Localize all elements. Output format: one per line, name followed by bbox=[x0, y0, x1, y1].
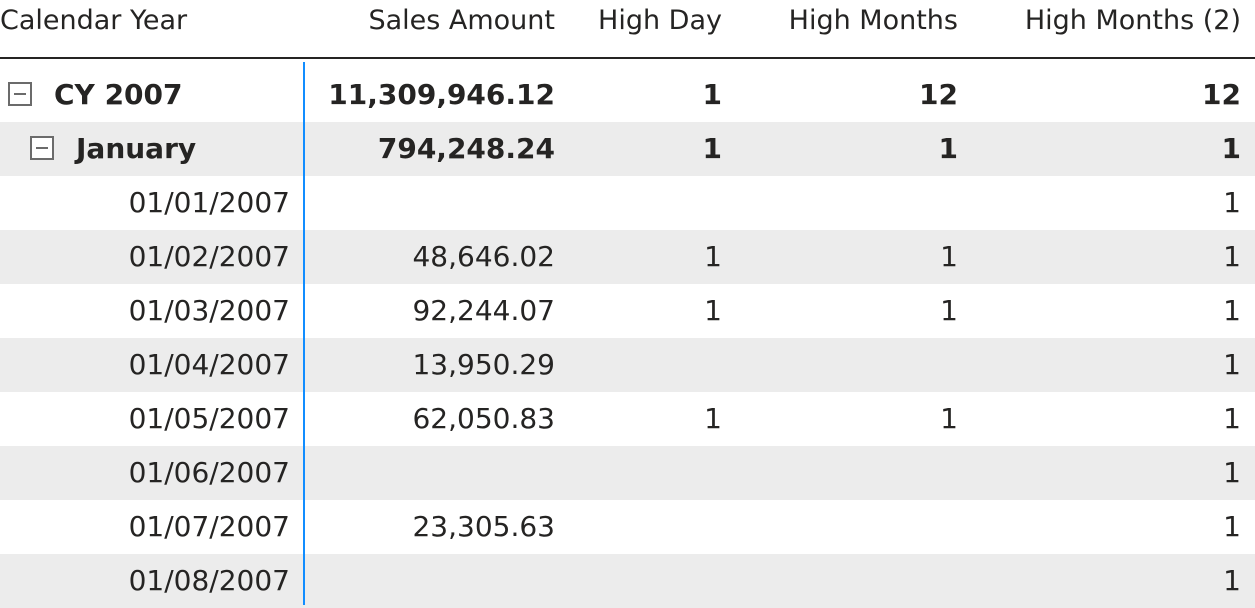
table-row: 01/01/2007 1 bbox=[0, 176, 1255, 230]
row-label: January bbox=[76, 132, 197, 165]
row-header-date: 01/02/2007 bbox=[128, 240, 290, 273]
cell-high-months-2: 1 bbox=[1223, 564, 1241, 597]
cell-high-day: 1 bbox=[704, 402, 722, 435]
cell-high-months bbox=[730, 500, 958, 554]
cell-sales-amount: 11,309,946.12 bbox=[328, 78, 555, 111]
table-row: 01/03/2007 92,244.07 1 1 1 bbox=[0, 284, 1255, 338]
header-underline bbox=[0, 57, 1255, 59]
column-header-high-day[interactable]: High Day bbox=[598, 5, 722, 36]
cell-sales-amount bbox=[305, 446, 555, 500]
cell-sales-amount: 62,050.83 bbox=[412, 402, 555, 435]
cell-high-day: 1 bbox=[702, 132, 722, 165]
row-label: CY 2007 bbox=[54, 78, 183, 111]
table-row: 01/07/2007 23,305.63 1 bbox=[0, 500, 1255, 554]
row-header-year: CY 2007 bbox=[0, 68, 298, 122]
cell-sales-amount: 23,305.63 bbox=[412, 510, 555, 543]
row-header-date: 01/07/2007 bbox=[128, 510, 290, 543]
cell-sales-amount: 92,244.07 bbox=[412, 294, 555, 327]
cell-high-months-2: 1 bbox=[1223, 456, 1241, 489]
cell-sales-amount: 794,248.24 bbox=[377, 132, 555, 165]
cell-high-months: 12 bbox=[919, 78, 958, 111]
cell-high-months-2: 1 bbox=[1223, 348, 1241, 381]
table-row: 01/06/2007 1 bbox=[0, 446, 1255, 500]
table-row: 01/05/2007 62,050.83 1 1 1 bbox=[0, 392, 1255, 446]
collapse-minus-icon[interactable] bbox=[30, 136, 54, 160]
cell-high-months bbox=[730, 338, 958, 392]
cell-high-months bbox=[730, 554, 958, 608]
cell-high-months-2: 1 bbox=[1221, 132, 1241, 165]
column-header-sales-amount[interactable]: Sales Amount bbox=[368, 5, 555, 36]
cell-high-months bbox=[730, 446, 958, 500]
row-header-date: 01/04/2007 bbox=[128, 348, 290, 381]
cell-high-months-2: 1 bbox=[1223, 186, 1241, 219]
cell-high-day bbox=[570, 554, 722, 608]
cell-high-day: 1 bbox=[704, 240, 722, 273]
cell-high-months-2: 1 bbox=[1223, 294, 1241, 327]
row-header-divider[interactable] bbox=[303, 62, 305, 605]
cell-high-day: 1 bbox=[704, 294, 722, 327]
cell-sales-amount bbox=[305, 176, 555, 230]
cell-high-months: 1 bbox=[938, 132, 958, 165]
row-header-date: 01/05/2007 bbox=[128, 402, 290, 435]
cell-high-months-2: 1 bbox=[1223, 240, 1241, 273]
table-row-month: January 794,248.24 1 1 1 bbox=[0, 122, 1255, 176]
table-row: 01/04/2007 13,950.29 1 bbox=[0, 338, 1255, 392]
table-row: 01/08/2007 1 bbox=[0, 554, 1255, 608]
column-header-row: Calendar Year Sales Amount High Day High… bbox=[0, 0, 1255, 59]
cell-high-day bbox=[570, 500, 722, 554]
cell-high-months bbox=[730, 176, 958, 230]
cell-sales-amount bbox=[305, 554, 555, 608]
collapse-minus-icon[interactable] bbox=[8, 82, 32, 106]
cell-high-months-2: 1 bbox=[1223, 510, 1241, 543]
cell-high-months: 1 bbox=[940, 402, 958, 435]
cell-high-day: 1 bbox=[702, 78, 722, 111]
row-header-date: 01/03/2007 bbox=[128, 294, 290, 327]
row-header-date: 01/01/2007 bbox=[128, 186, 290, 219]
cell-high-months: 1 bbox=[940, 294, 958, 327]
cell-high-day bbox=[570, 176, 722, 230]
table-row: 01/02/2007 48,646.02 1 1 1 bbox=[0, 230, 1255, 284]
cell-sales-amount: 13,950.29 bbox=[412, 348, 555, 381]
cell-high-months: 1 bbox=[940, 240, 958, 273]
cell-high-months-2: 12 bbox=[1202, 78, 1241, 111]
cell-sales-amount: 48,646.02 bbox=[412, 240, 555, 273]
column-header-high-months[interactable]: High Months bbox=[788, 5, 958, 36]
table-row-year: CY 2007 11,309,946.12 1 12 12 bbox=[0, 68, 1255, 122]
cell-high-day bbox=[570, 446, 722, 500]
column-header-high-months-2[interactable]: High Months (2) bbox=[1024, 5, 1241, 36]
row-header-date: 01/06/2007 bbox=[128, 456, 290, 489]
cell-high-months-2: 1 bbox=[1223, 402, 1241, 435]
cell-high-day bbox=[570, 338, 722, 392]
row-header-month: January bbox=[0, 122, 320, 176]
row-header-date: 01/08/2007 bbox=[128, 564, 290, 597]
column-header-calendar-year[interactable]: Calendar Year bbox=[0, 5, 188, 36]
